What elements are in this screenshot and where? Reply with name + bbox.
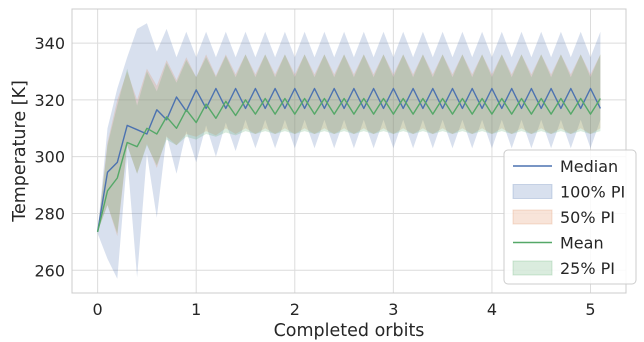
x-tick-label: 1 [191, 300, 201, 319]
prediction-interval-bands [97, 23, 601, 279]
legend-patch-swatch [512, 184, 553, 199]
line-median [96, 87, 602, 233]
y-tick-label: 280 [34, 204, 65, 223]
band-100-pi [97, 23, 601, 279]
series-lines [96, 87, 602, 233]
x-axis-label: Completed orbits [274, 321, 425, 341]
legend-label: 50% PI [560, 208, 615, 227]
x-tick-label: 3 [388, 300, 398, 319]
legend: Median 100% PI 50% PI Mean 25% PI [503, 149, 637, 285]
x-axis-ticks: 0 1 2 3 4 5 [93, 300, 596, 319]
band-50-pi [97, 54, 601, 237]
x-tick-label: 0 [93, 300, 103, 319]
legend-label: 100% PI [560, 183, 625, 202]
y-axis-label: Temperature [K] [10, 80, 30, 223]
x-tick-label: 4 [487, 300, 497, 319]
line-mean [96, 97, 601, 233]
legend-label: Mean [560, 234, 604, 253]
legend-patch-swatch [512, 209, 553, 225]
y-tick-label: 320 [34, 91, 65, 110]
legend-box [503, 149, 637, 285]
y-tick-label: 340 [34, 34, 65, 53]
y-tick-label: 260 [34, 261, 65, 280]
legend-label: Median [560, 157, 618, 176]
legend-patch-swatch [512, 260, 553, 276]
band-25-pi [97, 54, 601, 234]
y-tick-label: 300 [34, 148, 65, 167]
y-axis-ticks: 260 280 300 320 340 [34, 34, 65, 280]
legend-label: 25% PI [560, 259, 615, 278]
x-tick-label: 2 [290, 300, 300, 319]
x-tick-label: 5 [585, 300, 595, 319]
